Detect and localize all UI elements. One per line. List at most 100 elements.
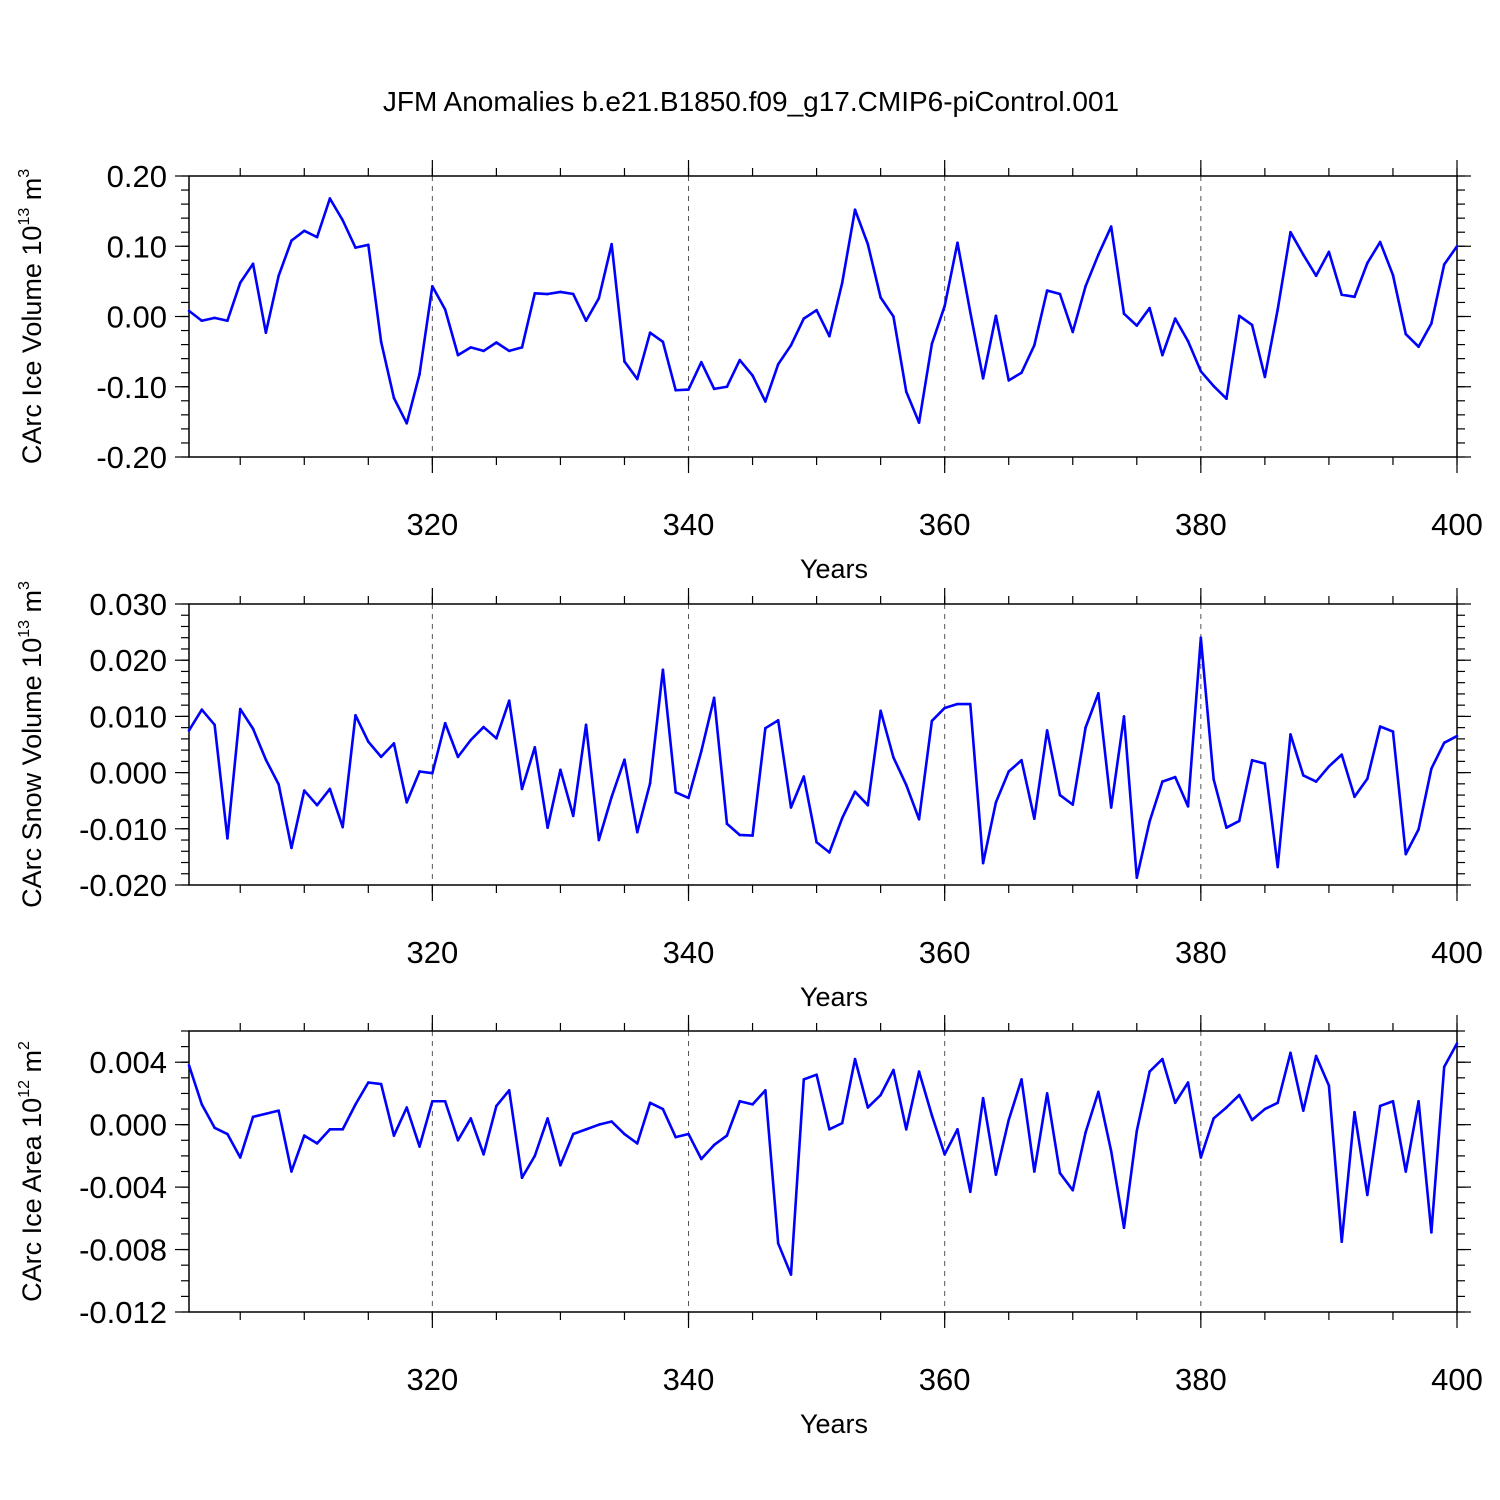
data-point — [328, 197, 332, 200]
data-point — [1109, 1149, 1113, 1153]
data-point — [341, 1128, 344, 1131]
data-point — [776, 362, 780, 366]
data-point — [1135, 324, 1139, 327]
data-point — [571, 292, 575, 296]
data-point — [828, 334, 831, 338]
data-point — [1084, 726, 1087, 729]
data-point — [187, 1064, 191, 1067]
data-point — [981, 1096, 985, 1100]
data-point — [1340, 1240, 1344, 1244]
data-point — [1353, 295, 1356, 299]
x-axis-label: Years — [800, 1409, 868, 1439]
data-point — [943, 304, 946, 308]
data-point — [315, 235, 319, 239]
data-point — [853, 1057, 857, 1061]
plot-frame — [188, 603, 1458, 886]
data-point — [1148, 1070, 1151, 1073]
data-point — [866, 1106, 870, 1109]
data-point — [904, 1128, 908, 1131]
data-point — [379, 755, 383, 759]
data-point — [418, 1145, 421, 1148]
data-point — [738, 833, 742, 837]
data-point — [904, 390, 908, 393]
data-point — [853, 208, 857, 212]
data-point — [1417, 1099, 1420, 1103]
y-axis-label: CArc Ice Area 1012 m2 — [16, 1041, 47, 1302]
data-point — [1327, 250, 1331, 254]
data-point — [1122, 1226, 1126, 1229]
data-point — [187, 729, 191, 732]
y-tick-label: 0.000 — [89, 756, 167, 791]
data-point — [700, 360, 703, 364]
data-point — [1186, 805, 1190, 808]
data-point — [738, 358, 742, 362]
data-point — [943, 706, 946, 710]
data-point — [840, 1121, 844, 1125]
data-point — [1161, 780, 1164, 783]
data-point — [1225, 397, 1228, 400]
data-point — [1148, 306, 1151, 310]
data-point — [610, 795, 613, 799]
data-point — [892, 1068, 895, 1072]
y-axis-label-exponent: 12 — [16, 1080, 33, 1098]
data-point — [648, 1101, 652, 1105]
data-point — [917, 421, 921, 424]
data-point — [226, 319, 229, 323]
data-point — [1071, 803, 1075, 806]
data-point — [1033, 1170, 1036, 1173]
y-axis-label-exponent: 13 — [16, 620, 33, 638]
series-line — [187, 1042, 1459, 1276]
data-point — [1276, 1101, 1279, 1105]
data-point — [571, 1132, 575, 1136]
data-point — [738, 1099, 742, 1103]
data-point — [687, 388, 690, 391]
data-point — [367, 740, 370, 743]
data-point — [956, 702, 959, 706]
data-point — [379, 340, 383, 344]
data-point — [815, 1073, 818, 1077]
data-point — [213, 316, 216, 320]
data-point — [1340, 753, 1344, 756]
y-tick-label: 0.20 — [107, 159, 167, 194]
data-point — [1442, 1065, 1446, 1069]
data-point — [1173, 775, 1177, 779]
data-point — [725, 1134, 729, 1137]
data-point — [1058, 793, 1062, 797]
data-point — [648, 331, 652, 334]
data-point — [354, 713, 357, 717]
data-point — [1314, 1054, 1318, 1058]
data-point — [610, 242, 613, 246]
data-point — [533, 292, 537, 295]
x-tick-label: 360 — [919, 1362, 971, 1397]
data-point — [853, 790, 857, 794]
data-point — [1353, 795, 1356, 799]
y-tick-label: 0.10 — [107, 229, 167, 264]
data-point — [1237, 1093, 1241, 1097]
data-point — [367, 243, 370, 247]
data-point — [1007, 1118, 1011, 1122]
y-axis-label-exponent: 13 — [16, 208, 33, 226]
data-point — [1366, 777, 1369, 781]
data-point — [994, 1173, 998, 1176]
data-point — [1097, 253, 1100, 256]
y-axis-label-unit-exponent: 3 — [16, 581, 33, 590]
x-axis-label: Years — [800, 554, 868, 584]
y-tick-label: 0.000 — [89, 1108, 167, 1143]
data-point — [469, 346, 473, 349]
data-point — [866, 803, 870, 807]
x-tick-label: 360 — [919, 935, 971, 970]
data-point — [1135, 876, 1139, 879]
data-point — [533, 746, 537, 749]
data-point — [1314, 274, 1318, 278]
y-axis-label: CArc Snow Volume 1013 m3 — [16, 581, 47, 908]
data-point — [1276, 308, 1279, 311]
data-point — [584, 723, 588, 727]
data-point — [1199, 369, 1203, 373]
y-axis-label-main: CArc Ice Area 10 — [17, 1098, 47, 1302]
data-point — [635, 1142, 639, 1145]
data-point — [1161, 1057, 1164, 1061]
data-point — [904, 783, 908, 787]
data-point — [879, 1093, 882, 1097]
data-point — [251, 727, 255, 731]
data-point — [1314, 780, 1318, 783]
